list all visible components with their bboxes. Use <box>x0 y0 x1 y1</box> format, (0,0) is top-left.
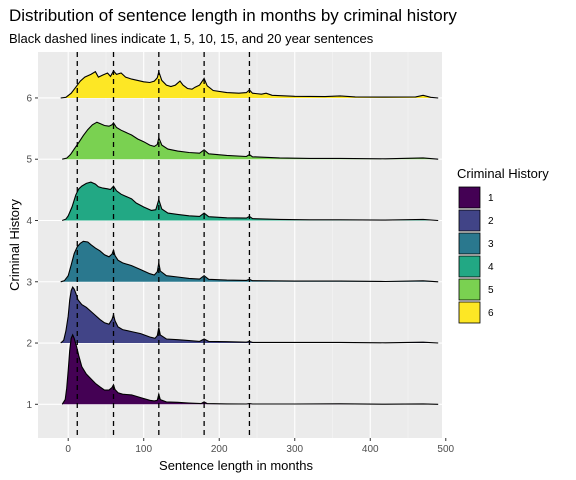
chart-title: Distribution of sentence length in month… <box>9 6 457 25</box>
y-tick-label: 2 <box>26 339 32 350</box>
y-tick-label: 5 <box>26 155 32 166</box>
ridge-line-4 <box>62 181 439 222</box>
x-tick-label: 400 <box>362 444 379 455</box>
x-tick-label: 200 <box>211 444 228 455</box>
plot-panel <box>38 52 442 438</box>
x-tick-label: 0 <box>65 444 71 455</box>
ridge-line-5 <box>62 121 439 160</box>
legend-key-1 <box>458 186 481 209</box>
reference-lines <box>76 52 251 438</box>
legend-label-3: 3 <box>488 239 494 250</box>
x-axis: 0 100 200 300 400 500 <box>65 438 455 455</box>
legend-label-1: 1 <box>488 193 494 204</box>
grid-minor <box>105 52 409 438</box>
x-axis-title: Sentence length in months <box>159 458 313 473</box>
y-tick-label: 1 <box>26 400 32 411</box>
legend-label-2: 2 <box>488 216 494 227</box>
y-axis: 1 2 3 4 5 6 <box>26 93 38 411</box>
y-tick-label: 4 <box>26 216 32 227</box>
legend-key-4 <box>458 255 481 278</box>
ridge-fill-2 <box>60 287 439 343</box>
legend-label-4: 4 <box>488 262 494 273</box>
ridge-fill-6 <box>60 71 439 98</box>
x-tick-label: 300 <box>286 444 303 455</box>
density-ridges <box>60 69 439 405</box>
y-axis-title: Criminal History <box>7 199 22 291</box>
x-tick-label: 500 <box>437 444 454 455</box>
legend-key-3 <box>458 232 481 255</box>
ridge-line-2 <box>60 286 439 344</box>
ridge-line-1 <box>61 333 439 405</box>
legend-title: Criminal History <box>457 166 549 181</box>
x-tick-label: 100 <box>135 444 152 455</box>
ridge-fill-5 <box>62 122 439 160</box>
ridge-fill-1 <box>62 334 439 405</box>
legend-label-6: 6 <box>488 308 494 319</box>
ridge-fill-4 <box>62 182 439 221</box>
legend-key-5 <box>458 278 481 301</box>
ridge-line-6 <box>60 69 439 99</box>
chart-subtitle: Black dashed lines indicate 1, 5, 10, 15… <box>9 31 374 46</box>
ridge-fill-3 <box>60 241 439 282</box>
y-tick-label: 6 <box>26 93 32 104</box>
ridge-line-3 <box>60 240 439 283</box>
y-tick-label: 3 <box>26 277 32 288</box>
legend-key-2 <box>458 209 481 232</box>
legend-key-6 <box>458 301 481 324</box>
legend-label-5: 5 <box>488 285 494 296</box>
legend: Criminal History 1 2 3 4 5 6 <box>457 166 549 324</box>
